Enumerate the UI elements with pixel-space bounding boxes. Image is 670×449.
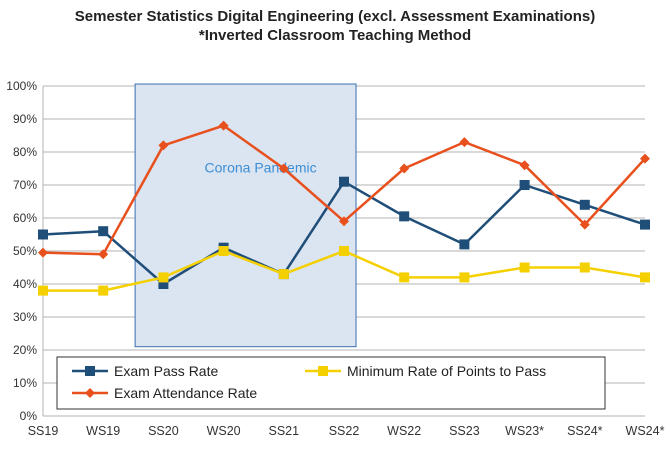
chart-title: Semester Statistics Digital Engineering … <box>74 8 596 25</box>
data-point <box>38 229 48 240</box>
legend-label: Exam Attendance Rate <box>114 385 257 401</box>
data-point <box>158 279 169 289</box>
annotation-label: Corona Pandemic <box>205 160 317 176</box>
x-tick-label: SS21 <box>269 424 300 438</box>
x-tick-label: SS20 <box>148 424 179 438</box>
data-point <box>98 285 109 296</box>
y-tick-label: 30% <box>13 310 37 324</box>
data-point <box>399 211 410 222</box>
legend-label: Minimum Rate of Points to Pass <box>347 363 546 379</box>
data-point <box>158 140 169 151</box>
data-point <box>158 272 169 283</box>
legend-marker <box>85 366 95 376</box>
x-tick-label: WS19 <box>86 424 120 438</box>
data-point <box>339 216 349 227</box>
data-point <box>278 269 289 280</box>
legend-marker <box>318 366 328 376</box>
x-tick-label: WS20 <box>207 424 241 438</box>
legend-label: Exam Pass Rate <box>114 363 218 379</box>
data-point <box>339 246 349 256</box>
corona-region <box>134 83 357 348</box>
x-tick-label: SS23 <box>449 424 480 438</box>
data-point <box>579 199 590 210</box>
data-point <box>640 219 650 230</box>
data-point <box>278 163 289 174</box>
x-tick-label: WS22 <box>387 424 421 438</box>
data-point <box>519 262 530 273</box>
data-point <box>519 180 530 190</box>
data-point <box>218 246 229 256</box>
data-point <box>459 239 470 250</box>
data-point <box>459 272 470 283</box>
data-point <box>339 176 349 187</box>
data-point <box>38 285 48 296</box>
data-point <box>579 219 590 230</box>
y-tick-label: 50% <box>13 244 37 258</box>
data-point <box>640 272 650 283</box>
chart-subtitle: *Inverted Classroom Teaching Method <box>198 27 472 44</box>
y-tick-label: 100% <box>6 79 37 93</box>
y-tick-label: 20% <box>13 343 37 357</box>
y-tick-label: 60% <box>13 211 37 225</box>
y-tick-label: 40% <box>13 277 37 291</box>
legend-marker <box>85 388 95 398</box>
data-point <box>98 226 109 237</box>
y-tick-label: 70% <box>13 178 37 192</box>
legend <box>56 356 606 410</box>
y-tick-label: 0% <box>20 409 38 423</box>
data-point <box>519 160 530 171</box>
x-tick-label: SS24* <box>567 424 603 438</box>
data-point <box>38 247 48 258</box>
x-tick-label: WS23* <box>505 424 544 438</box>
data-point <box>640 153 650 164</box>
x-tick-label: SS19 <box>28 424 59 438</box>
data-point <box>218 120 229 131</box>
x-tick-label: SS22 <box>329 424 360 438</box>
y-tick-label: 10% <box>13 376 37 390</box>
y-tick-label: 80% <box>13 145 37 159</box>
data-point <box>459 137 470 148</box>
data-point <box>399 163 410 174</box>
data-point <box>399 272 410 283</box>
data-point <box>579 262 590 273</box>
x-tick-label: WS24* <box>626 424 665 438</box>
data-point <box>98 249 109 260</box>
y-tick-label: 90% <box>13 112 37 126</box>
